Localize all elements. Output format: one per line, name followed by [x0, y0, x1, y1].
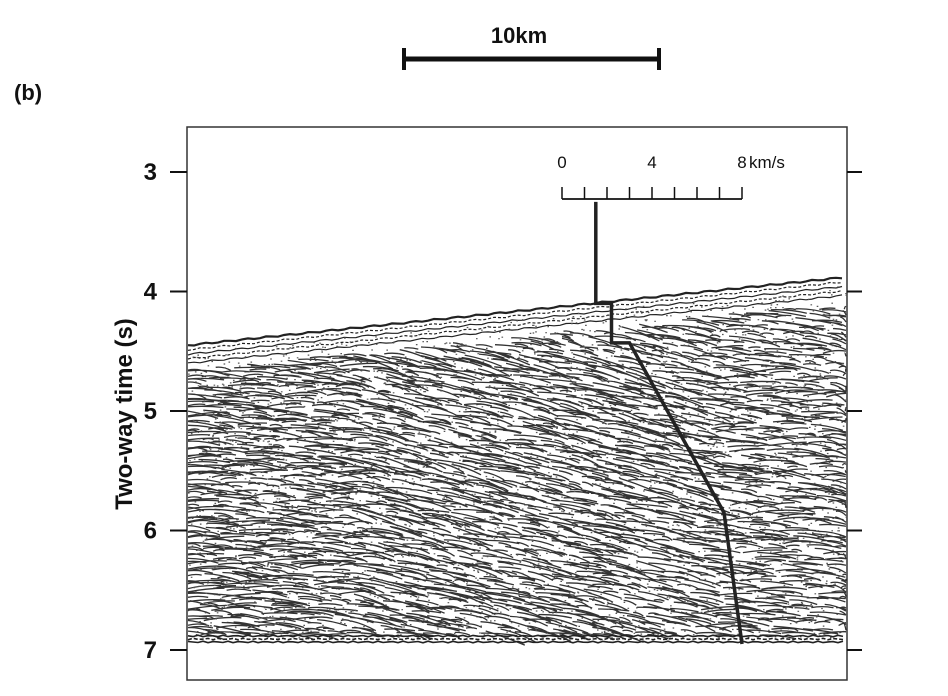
scale-bar: 10km [402, 23, 661, 70]
reflection-texture [187, 305, 847, 646]
panel-label: (b) [14, 80, 42, 105]
noise-texture [188, 286, 848, 639]
bottom-reflector [187, 634, 844, 638]
seafloor-reflector [187, 289, 843, 360]
velocity-tick-label: 8 [737, 153, 746, 172]
seafloor-reflector [187, 285, 843, 356]
bottom-reflector [187, 640, 844, 644]
y-tick-label: 6 [144, 518, 157, 545]
scale-bar-label: 10km [491, 23, 547, 48]
plot-frame [186, 126, 848, 681]
seafloor-reflector [187, 294, 843, 364]
y-axis-label: Two-way time (s) [111, 318, 138, 510]
bottom-reflector [187, 637, 844, 641]
velocity-tick-label: 0 [557, 153, 566, 172]
y-axis-ticks: 3 4 5 6 7 [144, 159, 862, 664]
y-tick-label: 7 [144, 637, 157, 664]
velocity-tick-label: 4 [647, 153, 656, 172]
velocity-scale: km/s 0 4 8 [557, 153, 785, 200]
velocity-unit-label: km/s [749, 153, 785, 172]
y-tick-label: 3 [144, 159, 157, 186]
velocity-profile-line [594, 201, 744, 645]
seafloor-reflector [187, 281, 843, 351]
seismic-reflection-data [187, 276, 848, 646]
seafloor-reflector [187, 276, 843, 347]
y-tick-label: 5 [144, 398, 157, 425]
y-tick-label: 4 [144, 279, 158, 306]
